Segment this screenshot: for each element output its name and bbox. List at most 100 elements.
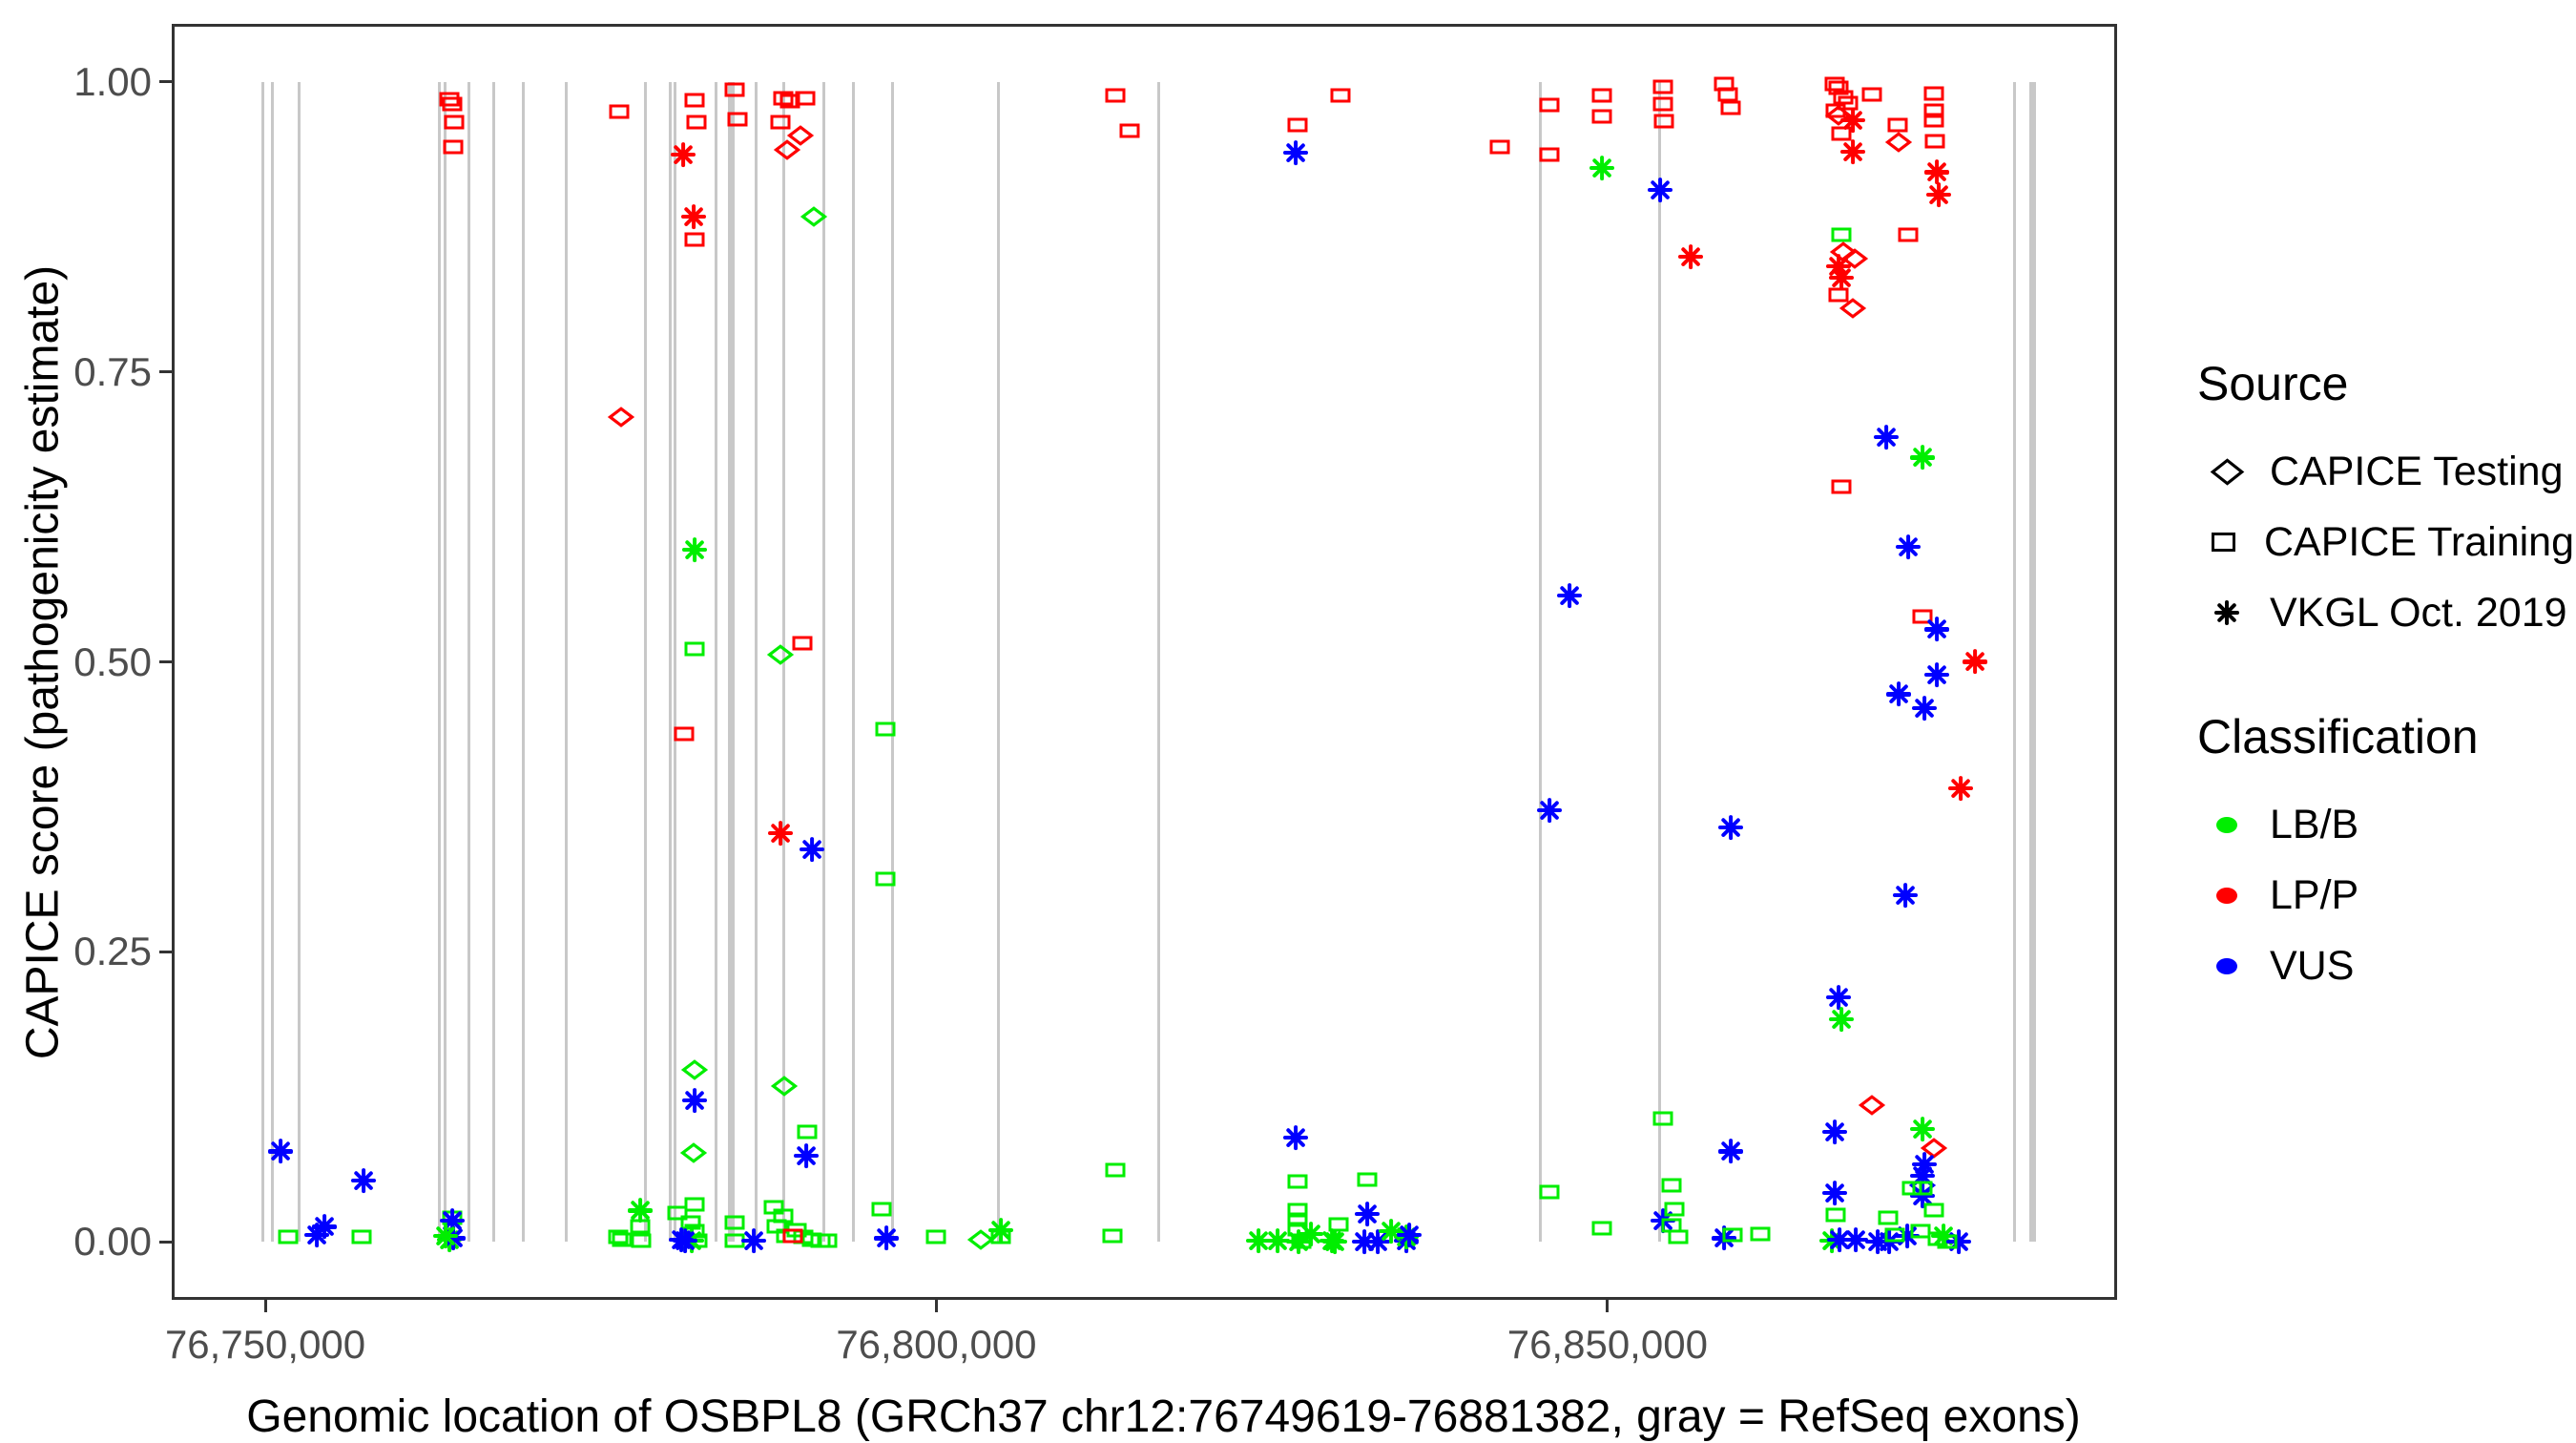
data-point	[1838, 95, 1859, 111]
data-point	[680, 1215, 701, 1230]
data-point	[1489, 139, 1510, 155]
data-point	[1937, 1234, 1958, 1249]
refseq-exon-line	[755, 81, 758, 1243]
data-point	[351, 1229, 372, 1244]
data-point	[1591, 88, 1612, 103]
data-point	[444, 115, 465, 130]
data-point	[1357, 1172, 1378, 1187]
refseq-exon-line	[444, 81, 447, 1243]
asterisk-icon	[2197, 600, 2256, 625]
refseq-exon-line	[1539, 81, 1542, 1243]
data-point	[817, 1233, 838, 1248]
refseq-exon-line	[467, 81, 471, 1243]
legend-classification-block: Classification LB/B LP/P VUS	[2197, 709, 2574, 1001]
data-point	[1828, 287, 1849, 303]
data-point	[1923, 113, 1944, 128]
data-point	[727, 112, 748, 127]
data-point	[684, 641, 705, 657]
legend-classification-label: LB/B	[2270, 801, 2359, 847]
data-point	[667, 1205, 688, 1221]
data-point	[724, 1215, 745, 1230]
y-tick-label: 1.00	[73, 58, 152, 104]
color-dot-icon	[2197, 816, 2256, 833]
data-point	[773, 1208, 794, 1223]
data-point	[630, 1219, 651, 1234]
data-point	[1591, 109, 1612, 124]
data-point	[1287, 1174, 1308, 1189]
data-point	[782, 1228, 803, 1244]
data-point	[1912, 609, 1933, 624]
data-point	[1652, 79, 1673, 94]
refseq-exon-line	[2012, 81, 2016, 1243]
y-tick-mark	[159, 660, 172, 663]
x-tick-mark	[1606, 1300, 1610, 1312]
data-point	[1652, 96, 1673, 112]
x-axis-title: Genomic location of OSBPL8 (GRCh37 chr12…	[246, 1391, 2081, 1442]
refseq-exon-line	[2029, 81, 2037, 1243]
refseq-exon-line	[260, 81, 264, 1243]
data-point	[1828, 80, 1849, 95]
data-point	[1652, 1111, 1673, 1126]
data-point	[779, 94, 800, 109]
refseq-exon-line	[727, 81, 735, 1243]
data-point	[1328, 1217, 1349, 1232]
legend-classification-title: Classification	[2197, 710, 2479, 763]
data-point	[1898, 227, 1919, 242]
data-point	[1887, 117, 1908, 133]
data-point	[1291, 1234, 1312, 1249]
plot-panel	[172, 24, 2117, 1300]
square-icon	[2197, 533, 2251, 552]
data-point	[1884, 1227, 1905, 1243]
data-point	[724, 82, 745, 97]
refseq-exon-line	[890, 81, 894, 1243]
data-point	[684, 1197, 705, 1212]
data-point	[609, 104, 630, 119]
data-point	[1901, 1181, 1922, 1196]
y-tick-mark	[159, 80, 172, 84]
x-tick-label: 76,750,000	[164, 1322, 366, 1367]
data-point	[1591, 1221, 1612, 1236]
data-point	[1653, 114, 1674, 129]
data-point	[1664, 1202, 1685, 1217]
data-point	[1102, 1228, 1123, 1244]
y-tick-mark	[159, 950, 172, 953]
data-point	[1539, 97, 1560, 113]
data-point	[1923, 1202, 1944, 1218]
diamond-icon	[2197, 457, 2256, 486]
refseq-exon-line	[1658, 81, 1662, 1243]
legend-classification-item: LP/P	[2197, 860, 2574, 931]
data-point	[1750, 1226, 1771, 1242]
y-tick-label: 0.25	[73, 929, 152, 974]
legend-source-item: CAPICE Training	[2197, 507, 2574, 577]
data-point	[990, 1229, 1011, 1244]
x-tick-label: 76,850,000	[1506, 1322, 1708, 1367]
data-point	[792, 636, 813, 651]
legend-source-item: VKGL Oct. 2019	[2197, 577, 2574, 648]
legend-classification-items: LB/B LP/P VUS	[2197, 789, 2574, 1001]
refseq-exon-line	[673, 81, 676, 1243]
data-point	[608, 1229, 629, 1244]
data-point	[684, 93, 705, 108]
y-tick-label: 0.50	[73, 638, 152, 684]
legend-source-title: Source	[2197, 357, 2349, 410]
y-tick-mark	[159, 370, 172, 374]
data-point	[1668, 1229, 1689, 1244]
data-point	[1878, 1210, 1899, 1225]
color-dot-icon	[2197, 957, 2256, 974]
refseq-exon-line	[851, 81, 855, 1243]
y-tick-label: 0.00	[73, 1219, 152, 1265]
legend-classification-item: LB/B	[2197, 789, 2574, 860]
legend-source-items: CAPICE Testing CAPICE Training VKGL Oct. 2…	[2197, 436, 2574, 648]
y-tick-mark	[159, 1240, 172, 1244]
data-point	[1287, 1202, 1308, 1218]
legend-source-label: CAPICE Training	[2263, 518, 2574, 565]
refseq-exon-line	[715, 81, 718, 1243]
refseq-exon-line	[996, 81, 1000, 1243]
data-point	[1661, 1178, 1682, 1193]
refseq-exon-line	[821, 81, 825, 1243]
x-tick-mark	[934, 1300, 938, 1312]
data-point	[1923, 86, 1944, 101]
data-point	[1539, 147, 1560, 162]
legend-source-item: CAPICE Testing	[2197, 436, 2574, 507]
legend-classification-item: VUS	[2197, 931, 2574, 1001]
